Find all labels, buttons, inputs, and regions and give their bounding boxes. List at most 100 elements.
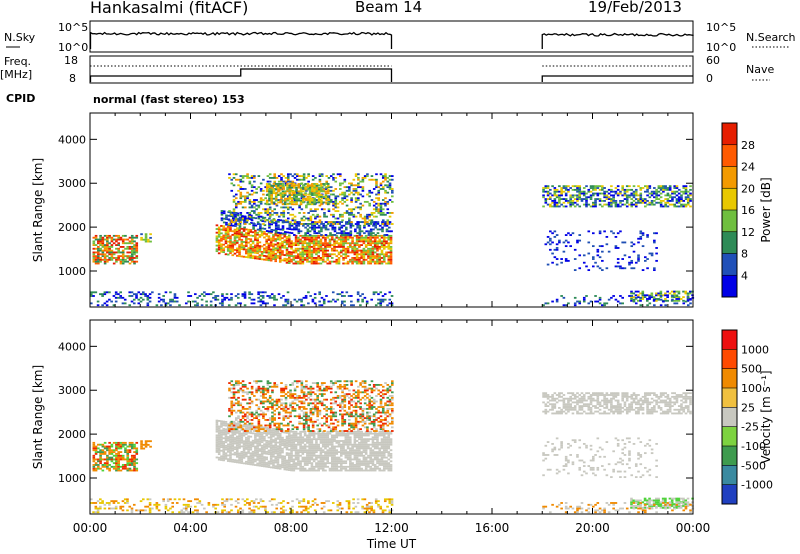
echo-cell bbox=[335, 467, 339, 470]
echo-cell bbox=[632, 190, 636, 193]
echo-cell bbox=[307, 180, 310, 183]
echo-cell bbox=[229, 440, 232, 442]
echo-cell bbox=[639, 232, 643, 235]
echo-cell bbox=[245, 438, 248, 441]
echo-cell bbox=[333, 456, 336, 459]
echo-cell bbox=[332, 178, 335, 181]
echo-cell bbox=[290, 186, 294, 189]
echo-cell bbox=[335, 445, 339, 448]
echo-cell bbox=[282, 295, 285, 297]
echo-cell bbox=[315, 186, 319, 189]
echo-cell bbox=[99, 467, 102, 470]
echo-cell bbox=[110, 240, 114, 243]
echo-cell bbox=[236, 293, 240, 296]
echo-cell bbox=[112, 458, 116, 461]
echo-cell bbox=[277, 228, 280, 231]
echo-cell bbox=[101, 244, 105, 246]
echo-cell bbox=[106, 465, 109, 468]
echo-cell bbox=[605, 302, 609, 305]
echo-cell bbox=[121, 262, 125, 265]
echo-cell bbox=[360, 469, 363, 472]
echo-cell bbox=[587, 302, 591, 305]
echo-cell bbox=[97, 240, 100, 243]
echo-cell bbox=[377, 302, 380, 305]
echo-cell bbox=[335, 434, 339, 437]
echo-cell bbox=[253, 200, 256, 203]
echo-cell bbox=[224, 231, 228, 234]
echo-cell bbox=[235, 450, 239, 453]
echo-cell bbox=[357, 199, 360, 201]
echo-cell bbox=[315, 253, 318, 256]
echo-cell bbox=[265, 447, 268, 450]
echo-cell bbox=[293, 183, 296, 185]
echo-cell bbox=[337, 460, 341, 463]
echo-cell bbox=[349, 456, 352, 459]
echo-cell bbox=[278, 253, 282, 256]
echo-cell bbox=[318, 173, 322, 176]
echo-cell bbox=[155, 304, 159, 307]
echo-cell bbox=[258, 438, 262, 441]
echo-cell bbox=[319, 258, 323, 261]
echo-cell bbox=[333, 230, 337, 233]
echo-cell bbox=[360, 234, 363, 237]
echo-cell bbox=[668, 203, 672, 206]
echo-cell bbox=[299, 251, 302, 254]
echo-cell bbox=[278, 449, 282, 452]
echo-cell bbox=[287, 260, 291, 263]
echo-cell bbox=[303, 247, 307, 250]
echo-cell bbox=[573, 201, 577, 204]
echo-cell bbox=[236, 302, 240, 305]
echo-cell bbox=[319, 244, 323, 246]
echo-cell bbox=[598, 298, 602, 301]
echo-cell bbox=[283, 232, 287, 235]
echo-cell bbox=[567, 199, 570, 202]
echo-cell bbox=[297, 244, 300, 246]
echo-cell bbox=[689, 185, 692, 188]
echo-cell bbox=[267, 443, 271, 446]
echo-cell bbox=[342, 245, 345, 248]
echo-cell bbox=[281, 444, 284, 447]
echo-cell bbox=[308, 451, 311, 453]
echo-cell bbox=[112, 234, 116, 237]
echo-cell bbox=[101, 245, 105, 248]
echo-cell bbox=[271, 213, 274, 216]
echo-cell bbox=[245, 245, 248, 247]
echo-cell bbox=[258, 248, 262, 251]
echo-cell bbox=[278, 441, 282, 444]
echo-cell bbox=[346, 447, 350, 450]
echo-cell bbox=[311, 223, 315, 225]
echo-cell bbox=[240, 231, 244, 234]
echo-cell bbox=[260, 455, 264, 458]
echo-cell bbox=[215, 456, 219, 459]
echo-cell bbox=[607, 205, 611, 208]
echo-cell bbox=[388, 215, 392, 218]
echo-cell bbox=[112, 262, 116, 265]
echo-cell bbox=[304, 234, 307, 236]
echo-cell bbox=[230, 178, 234, 181]
echo-cell bbox=[353, 247, 357, 250]
echo-cell bbox=[337, 245, 341, 248]
nsky-trace-2 bbox=[541, 32, 694, 49]
echo-cell bbox=[384, 200, 387, 203]
echo-cell bbox=[231, 248, 235, 251]
echo-cell bbox=[312, 452, 316, 455]
echo-cell bbox=[290, 183, 294, 185]
echo-cell bbox=[312, 257, 316, 259]
echo-cell bbox=[285, 254, 289, 257]
echo-cell bbox=[542, 205, 545, 208]
echo-cell bbox=[260, 254, 264, 257]
echo-cell bbox=[238, 220, 242, 223]
echo-cell bbox=[221, 304, 224, 307]
echo-cell bbox=[661, 294, 665, 297]
echo-cell bbox=[238, 446, 241, 449]
echo-cell bbox=[321, 247, 325, 250]
echo-cell bbox=[245, 241, 248, 244]
echo-cell bbox=[246, 191, 249, 194]
echo-cell bbox=[356, 298, 360, 301]
echo-cell bbox=[290, 203, 294, 206]
echo-cell bbox=[300, 178, 304, 181]
echo-cell bbox=[350, 300, 353, 303]
echo-cell bbox=[614, 187, 618, 189]
echo-cell bbox=[317, 465, 320, 468]
echo-cell bbox=[301, 465, 305, 468]
